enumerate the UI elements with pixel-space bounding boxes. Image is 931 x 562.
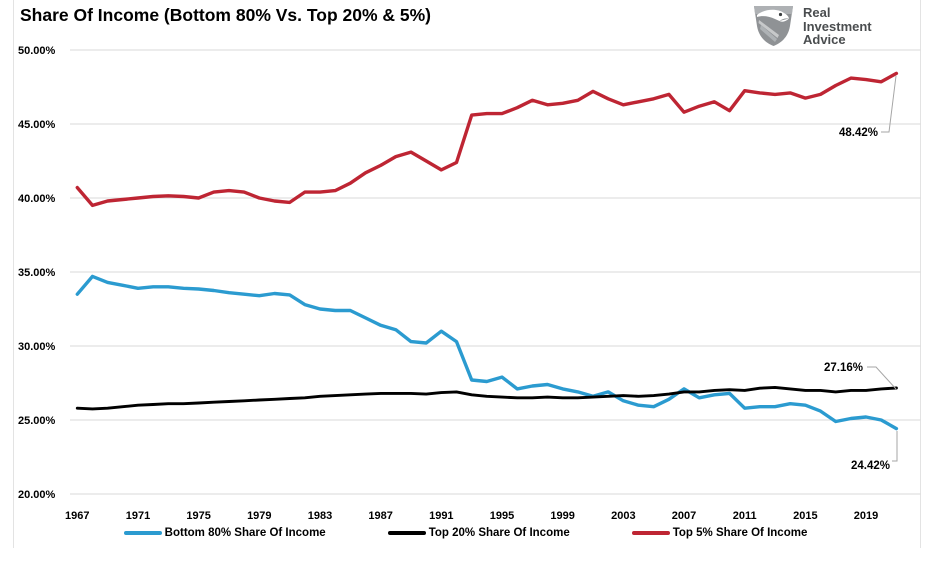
page-title: Share Of Income (Bottom 80% Vs. Top 20% … (20, 5, 432, 25)
x-axis-tick-label: 1987 (368, 510, 392, 522)
real-investment-advice-logo: Real Investment Advice (751, 5, 872, 52)
y-axis-tick-label: 50.00% (18, 45, 56, 57)
x-axis-tick-label: 1991 (429, 510, 453, 522)
y-axis-tick-label: 30.00% (18, 341, 56, 353)
x-axis-tick-label: 2019 (854, 510, 878, 522)
annotation-leader-line (892, 431, 898, 462)
logo-line-2: Investment (803, 18, 872, 34)
annotation-leader-line (867, 366, 897, 390)
y-axis-tick-label: 25.00% (18, 415, 56, 427)
x-axis-tick-label: 1995 (490, 510, 514, 522)
legend-label-top-20: Top 20% Share Of Income (428, 527, 570, 539)
y-axis-tick-label: 40.00% (18, 193, 56, 205)
legend-item-top-20: Top 20% Share Of Income (387, 527, 570, 539)
x-axis-tick-label: 2011 (733, 510, 757, 522)
x-axis-tick-label: 1975 (186, 510, 210, 522)
eagle-icon (751, 5, 796, 52)
x-axis-tick-label: 2015 (793, 510, 817, 522)
logo-line-1: Real (803, 5, 831, 20)
legend-line-sample-blue (123, 531, 162, 535)
top-5-line (75, 71, 899, 208)
data-label-48.42: 48.42% (839, 127, 878, 139)
y-axis-tick-label: 35.00% (18, 267, 56, 279)
logo-text: Real Investment Advice (803, 5, 872, 47)
x-axis-tick-label: 1967 (65, 510, 89, 522)
data-label-27.16: 27.16% (824, 362, 863, 374)
y-axis-tick-label: 20.00% (18, 489, 56, 501)
x-axis-tick-label: 1979 (247, 510, 271, 522)
legend-item-top-5: Top 5% Share Of Income (631, 527, 808, 539)
data-label-24.42: 24.42% (851, 460, 890, 472)
x-axis-tick-label: 2003 (611, 510, 635, 522)
top-20-line (75, 385, 898, 411)
x-axis-tick-label: 1971 (126, 510, 150, 522)
legend-item-bottom-80: Bottom 80% Share Of Income (123, 527, 326, 539)
legend-line-sample-red (631, 531, 670, 535)
x-axis-tick-label: 1983 (308, 510, 332, 522)
legend-line-sample-black (387, 531, 426, 535)
y-axis-tick-label: 45.00% (18, 119, 56, 131)
annotation-leader-line (881, 75, 897, 133)
x-axis-tick-label: 2007 (672, 510, 696, 522)
legend-label-bottom-80: Bottom 80% Share Of Income (164, 527, 326, 539)
x-axis-tick-label: 1999 (550, 510, 574, 522)
bottom-80-line (75, 274, 899, 431)
legend-label-top-5: Top 5% Share Of Income (672, 527, 808, 539)
chart-legend: Bottom 80% Share Of Income Top 20% Share… (0, 527, 931, 539)
logo-line-3: Advice (803, 32, 846, 47)
